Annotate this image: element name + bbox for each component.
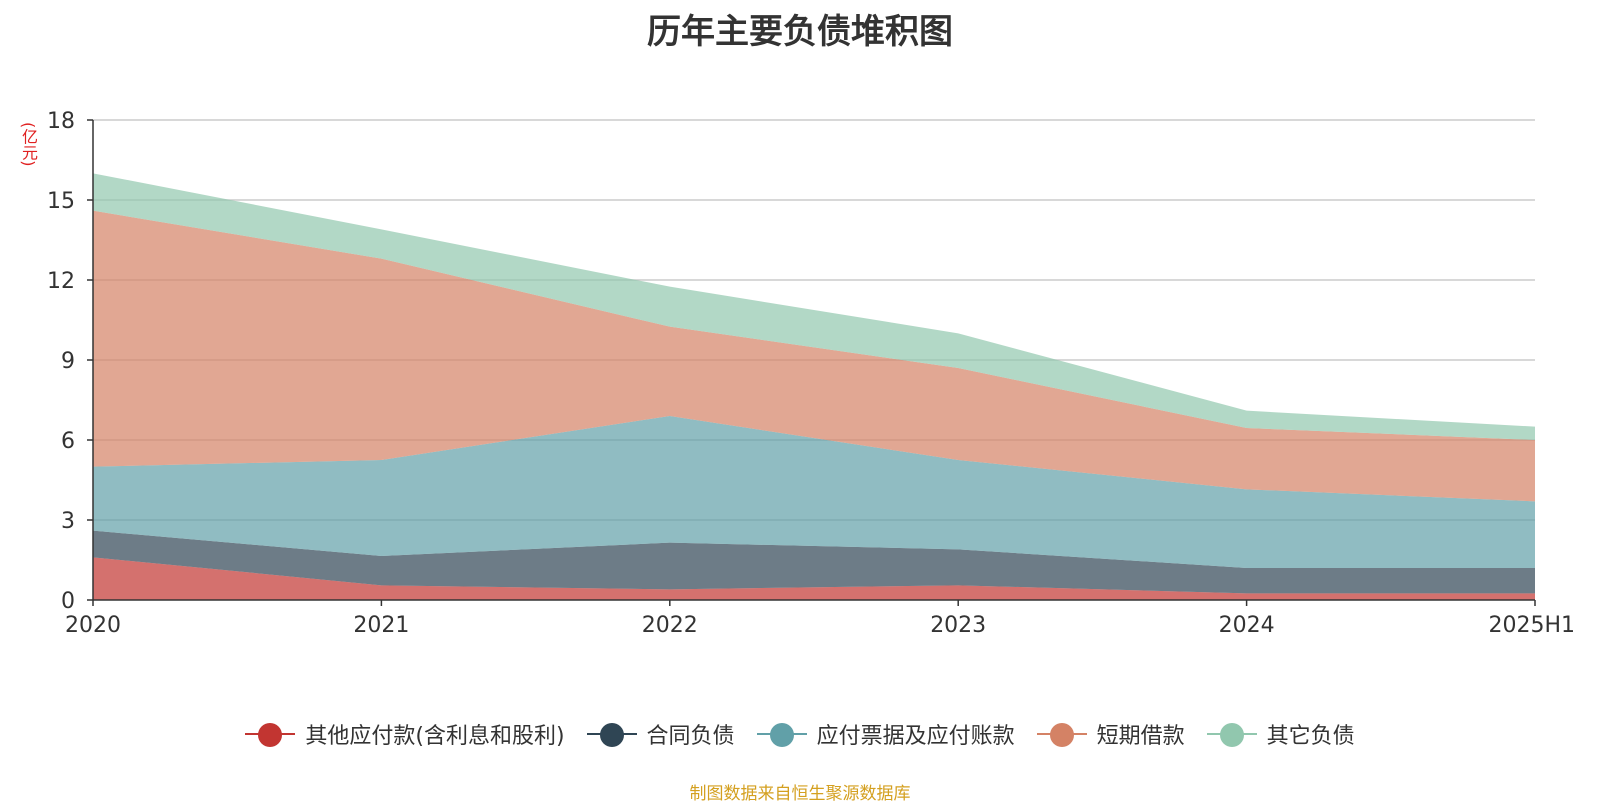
y-tick-label: 6 <box>61 429 75 454</box>
y-tick-label: 18 <box>47 109 75 134</box>
legend-item[interactable]: 合同负债 <box>586 718 735 750</box>
x-tick-label: 2020 <box>65 613 121 638</box>
legend-item[interactable]: 其他应付款(含利息和股利) <box>245 718 565 750</box>
legend-marker-icon <box>1206 722 1257 747</box>
area-series <box>93 173 1535 600</box>
legend-marker-icon <box>245 722 296 747</box>
y-axis-unit-label: (亿元) <box>19 122 38 167</box>
legend-label: 短期借款 <box>1096 724 1185 749</box>
legend-item[interactable]: 其它负债 <box>1206 718 1355 750</box>
x-tick-label: 2022 <box>642 613 698 638</box>
legend-label: 合同负债 <box>646 724 735 749</box>
legend-marker-icon <box>586 722 637 747</box>
chart-title: 历年主要负债堆积图 <box>647 12 953 52</box>
legend-label: 其他应付款(含利息和股利) <box>305 724 565 749</box>
area-短期借款 <box>93 210 1535 502</box>
y-tick-label: 12 <box>47 269 75 294</box>
area-合同负债 <box>93 530 1535 594</box>
x-tick-label: 2021 <box>353 613 409 638</box>
x-tick-label: 2025H1 <box>1488 613 1575 638</box>
y-tick-labels: 0 3 6 9 12 15 18 <box>47 109 93 614</box>
y-tick-label: 9 <box>61 349 75 374</box>
x-tick-labels: 2020 2021 2022 2023 2024 2025H1 <box>65 600 1575 638</box>
legend-marker-icon <box>1036 722 1087 747</box>
legend-item[interactable]: 短期借款 <box>1036 718 1185 750</box>
area-应付票据及应付账款 <box>93 416 1535 568</box>
x-tick-label: 2023 <box>930 613 986 638</box>
y-tick-label: 15 <box>47 189 75 214</box>
legend-marker-icon <box>756 722 807 747</box>
legend-label: 应付票据及应付账款 <box>816 724 1015 749</box>
legend: 其他应付款(含利息和股利) 合同负债 应付票据及应付账款 短期借款 其它负债 <box>0 718 1600 750</box>
y-tick-label: 0 <box>61 589 75 614</box>
legend-item[interactable]: 应付票据及应付账款 <box>756 718 1015 750</box>
area-其他应付款(含利息和股利) <box>93 557 1535 600</box>
legend-label: 其它负债 <box>1266 724 1355 749</box>
data-source-note: 制图数据来自恒生聚源数据库 <box>689 784 911 804</box>
y-tick-label: 3 <box>61 509 75 534</box>
x-tick-label: 2024 <box>1219 613 1275 638</box>
